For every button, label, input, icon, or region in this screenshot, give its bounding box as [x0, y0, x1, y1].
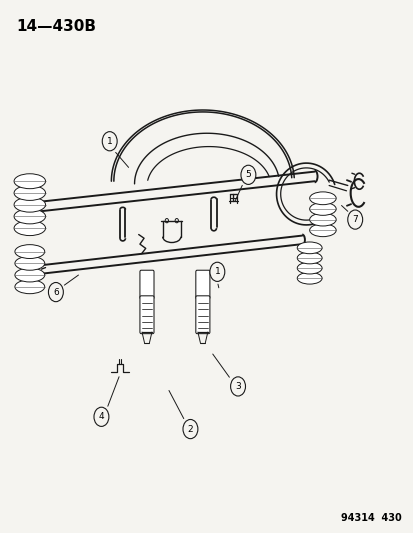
Circle shape	[94, 407, 109, 426]
FancyBboxPatch shape	[195, 270, 209, 299]
Ellipse shape	[14, 197, 45, 212]
Ellipse shape	[309, 224, 335, 237]
Ellipse shape	[15, 268, 45, 282]
Ellipse shape	[15, 245, 45, 259]
Ellipse shape	[297, 272, 321, 284]
Text: 6: 6	[53, 288, 59, 296]
Circle shape	[240, 165, 255, 184]
Text: 1: 1	[214, 268, 220, 276]
FancyBboxPatch shape	[140, 296, 154, 334]
Ellipse shape	[297, 242, 321, 254]
Text: 2: 2	[187, 425, 193, 433]
Text: 94314  430: 94314 430	[340, 513, 401, 523]
Ellipse shape	[15, 256, 45, 270]
Ellipse shape	[14, 174, 45, 189]
Text: 14—430B: 14—430B	[17, 19, 96, 34]
Text: 4: 4	[98, 413, 104, 421]
Ellipse shape	[14, 221, 45, 236]
Ellipse shape	[309, 192, 335, 205]
FancyBboxPatch shape	[195, 296, 209, 334]
Circle shape	[209, 262, 224, 281]
Circle shape	[347, 210, 362, 229]
Text: 1: 1	[107, 137, 112, 146]
Text: 5: 5	[245, 171, 251, 179]
Ellipse shape	[309, 203, 335, 215]
Ellipse shape	[297, 252, 321, 264]
Ellipse shape	[15, 280, 45, 294]
Circle shape	[230, 377, 245, 396]
Ellipse shape	[14, 209, 45, 224]
Text: 7: 7	[351, 215, 357, 224]
Ellipse shape	[309, 213, 335, 226]
Circle shape	[102, 132, 117, 151]
Ellipse shape	[14, 185, 45, 200]
Circle shape	[48, 282, 63, 302]
Circle shape	[183, 419, 197, 439]
FancyBboxPatch shape	[140, 270, 154, 299]
Text: 3: 3	[235, 382, 240, 391]
Ellipse shape	[297, 262, 321, 274]
